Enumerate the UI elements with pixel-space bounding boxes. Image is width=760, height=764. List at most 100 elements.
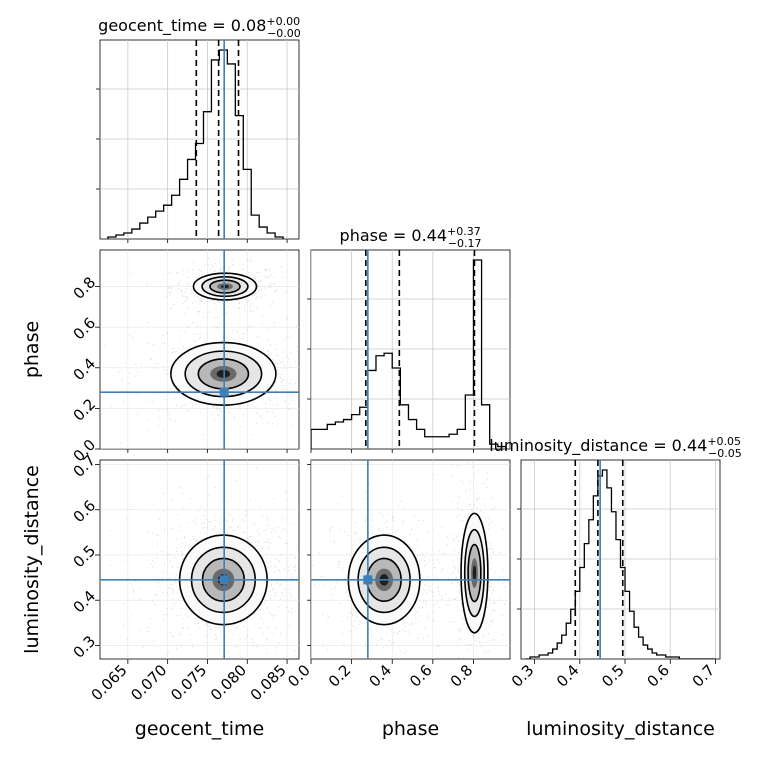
- hist-bar: [630, 611, 635, 659]
- hist-bar: [562, 635, 567, 659]
- truth-marker: [219, 575, 229, 585]
- hist-bar: [275, 237, 283, 239]
- hist-bar: [148, 217, 156, 239]
- hist-bar: [670, 657, 675, 659]
- hist-bar: [634, 627, 639, 659]
- y-tick-label: 0.2: [70, 395, 100, 425]
- hist-bar: [327, 424, 335, 449]
- hist-bar: [267, 233, 275, 239]
- density-level-1-4: [472, 565, 477, 581]
- hist-bar: [408, 420, 416, 449]
- y-tick-label: 0.6: [70, 496, 100, 526]
- panel-frame-phase: [310, 249, 511, 450]
- truth-marker: [219, 387, 229, 397]
- hist-bar: [319, 429, 327, 449]
- hist-bar: [140, 223, 148, 239]
- hist-bar: [400, 405, 408, 449]
- x-tick-label: 0.3: [508, 661, 538, 691]
- panel-frame-geocent_time: [99, 39, 300, 240]
- hist-bar: [116, 235, 124, 239]
- hist-bar: [548, 653, 553, 659]
- x-tick-label: 0.065: [88, 661, 131, 704]
- hist-bar: [557, 643, 562, 659]
- y-axis-label-phase: phase: [21, 321, 43, 378]
- hist-bar: [227, 64, 235, 239]
- x-tick-label: 0.4: [553, 661, 583, 691]
- x-tick-label: 0.8: [447, 661, 477, 691]
- hist-bar: [607, 488, 612, 659]
- y-tick-label: 0.4: [70, 354, 100, 384]
- title-minus: −0.00: [267, 27, 301, 40]
- hist-bar: [535, 657, 540, 659]
- hist-bar: [657, 655, 662, 659]
- y-tick-label: 0.8: [70, 273, 100, 303]
- title-minus: −0.17: [448, 237, 482, 250]
- x-tick-label: 0.0: [284, 661, 314, 691]
- x-axis-label-phase: phase: [382, 718, 439, 740]
- hist-bar: [661, 655, 666, 659]
- hist-bar: [188, 159, 196, 239]
- x-tick-label: 0.075: [167, 661, 210, 704]
- x-tick-label: 0.070: [127, 661, 170, 704]
- hist-bar: [180, 179, 188, 239]
- x-tick-label: 0.080: [207, 661, 250, 704]
- hist-bar: [639, 637, 644, 659]
- hist-bar: [311, 429, 319, 449]
- hist-bar: [643, 645, 648, 659]
- hist-bar: [544, 655, 549, 659]
- hist-bar: [259, 227, 267, 239]
- hist-step-luminosity_distance: [525, 469, 716, 659]
- hist-group-geocent_time: [100, 40, 299, 239]
- hist-group-luminosity_distance: [521, 460, 720, 659]
- y-axis-label-luminosity_distance: luminosity_distance: [21, 465, 43, 654]
- x-tick-label: 0.6: [406, 661, 436, 691]
- hist-bar: [457, 429, 465, 449]
- hist-bar: [449, 434, 457, 449]
- hist-bar: [417, 429, 425, 449]
- hist-bar: [368, 370, 376, 449]
- title-plus: +0.05: [707, 435, 741, 448]
- hist-bar: [553, 649, 558, 659]
- hist-bar: [343, 420, 351, 449]
- y-tick-label: 0.5: [70, 542, 100, 572]
- density-group-phase-luminosity_distance: [311, 460, 510, 659]
- hist-bar: [566, 623, 571, 659]
- title-plus: +0.37: [447, 225, 481, 238]
- hist-step-phase: [311, 259, 507, 449]
- panel-title-luminosity_distance: luminosity_distance = 0.44+0.05 −0.05: [489, 435, 742, 460]
- hist-bar: [675, 657, 680, 659]
- x-tick-label: 0.5: [598, 661, 628, 691]
- hist-bar: [172, 195, 180, 239]
- hist-bar: [648, 649, 653, 659]
- hist-bar: [602, 470, 607, 659]
- hist-bar: [584, 544, 589, 659]
- hist-group-phase: [311, 250, 510, 449]
- hist-bar: [625, 591, 630, 659]
- hist-bar: [433, 437, 441, 449]
- x-tick-label: 0.4: [365, 661, 395, 691]
- hist-bar: [156, 211, 164, 239]
- hist-bar: [203, 112, 211, 239]
- hist-bar: [164, 205, 172, 239]
- title-plus: +0.00: [266, 15, 300, 28]
- x-tick-label: 0.085: [247, 661, 290, 704]
- hist-bar: [384, 353, 392, 449]
- hist-bar: [243, 169, 251, 239]
- panel-title-geocent_time: geocent_time = 0.08+0.00 −0.00: [98, 15, 301, 40]
- hist-bar: [530, 657, 535, 659]
- hist-bar: [132, 229, 140, 239]
- x-axis-label-geocent_time: geocent_time: [135, 718, 264, 740]
- y-tick-label: 0.4: [70, 587, 100, 617]
- hist-bar: [539, 655, 544, 659]
- x-tick-label: 0.7: [689, 661, 719, 691]
- hist-bar: [616, 540, 621, 659]
- hist-bar: [666, 657, 671, 659]
- title-prefix: luminosity_distance = 0.44: [489, 436, 707, 456]
- hist-bar: [376, 356, 384, 449]
- hist-bar: [352, 415, 360, 449]
- density-group-geocent_time-luminosity_distance: [100, 460, 299, 659]
- y-tick-label: 0.6: [70, 314, 100, 344]
- hist-bar: [124, 233, 132, 239]
